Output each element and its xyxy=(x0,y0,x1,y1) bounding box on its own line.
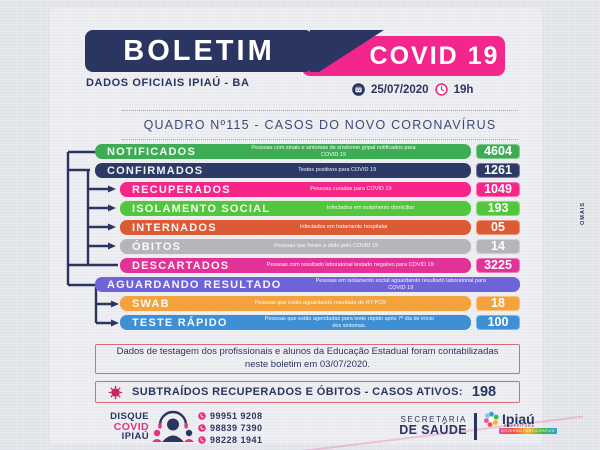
stat-description: Pessoas em isolamento social aguardando … xyxy=(315,277,486,291)
stat-label: TESTE RÁPIDO xyxy=(132,316,228,329)
stat-bar: TESTE RÁPIDO Pessoas que estão agendadas… xyxy=(120,315,471,330)
stat-value: 18 xyxy=(476,296,520,311)
city-tagline: GOVERNO PARTICIPATIVO xyxy=(501,429,555,433)
stat-value: 4604 xyxy=(476,144,520,159)
stat-bar: NOTIFICADOS Pessoas com sinais e sintoma… xyxy=(95,144,471,159)
stat-label: SWAB xyxy=(132,297,170,310)
stat-bar: INTERNADOS Infectados em tratamento hosp… xyxy=(120,220,471,235)
phone-number: 98839 7390 xyxy=(210,423,263,433)
bulletin-date: 25/07/2020 xyxy=(371,83,429,96)
stat-row: ÓBITOS Pessoas que foram a óbito pelo CO… xyxy=(120,239,520,254)
whatsapp-icon xyxy=(198,412,206,420)
calendar-icon xyxy=(352,83,365,96)
stat-row: CONFIRMADOS Testes positivos para COVID … xyxy=(95,163,520,178)
city-sub-label: PREFEITURA xyxy=(503,424,535,428)
stat-row: NOTIFICADOS Pessoas com sinais e sintoma… xyxy=(95,144,520,159)
stat-bar: DESCARTADOS Pessoas com resultado labora… xyxy=(120,258,471,273)
phone-row: 98839 7390 xyxy=(198,423,263,433)
city-logo: Ipiaú PREFEITURA GOVERNO PARTICIPATIVO xyxy=(483,411,557,434)
stat-description: Pessoas com sinais e sintomas de síndrom… xyxy=(251,144,416,158)
hotline-wordmark: DISQUE COVID IPIAÚ xyxy=(97,412,149,442)
stat-label: INTERNADOS xyxy=(132,221,217,234)
stat-value: 100 xyxy=(476,315,520,330)
secretaria-line1: SECRETARIA xyxy=(400,415,467,424)
stat-bar: ISOLAMENTO SOCIAL Infectados em isolamen… xyxy=(120,201,471,216)
stat-bar: CONFIRMADOS Testes positivos para COVID … xyxy=(95,163,471,178)
stat-bar: SWAB Pessoas que estão aguardando result… xyxy=(120,296,471,311)
bulletin-time: 19h xyxy=(453,83,474,96)
stat-description: Pessoas que foram a óbito pelo COVID 19 xyxy=(274,243,379,250)
phone-number: 98228 1941 xyxy=(210,435,263,445)
city-name: Ipiaú xyxy=(502,411,535,427)
page-title: BOLETIM xyxy=(123,34,275,67)
stat-bar: AGUARDANDO RESULTADO Pessoas em isolamen… xyxy=(95,277,520,292)
date-time-row: 25/07/2020 19h xyxy=(352,83,473,96)
stat-value: 3225 xyxy=(476,258,520,273)
stat-value: 1261 xyxy=(476,163,520,178)
stat-value: 193 xyxy=(476,201,520,216)
secretaria-wordmark: SECRETARIA DE SAÚDE xyxy=(393,415,467,438)
title-box: BOLETIM xyxy=(85,30,313,72)
stat-description: Infectados em tratamento hospitalar xyxy=(299,224,388,231)
city-tagline-bar: GOVERNO PARTICIPATIVO xyxy=(499,428,557,434)
footer-divider xyxy=(474,413,477,440)
stat-description: Testes positivos para COVID 19 xyxy=(298,167,377,174)
stat-row: AGUARDANDO RESULTADO Pessoas em isolamen… xyxy=(95,277,520,292)
quadro-title-bar: QUADRO Nº115 - CASOS DO NOVO CORONAVÍRUS xyxy=(122,110,518,140)
watermark-credit: OMAIS xyxy=(580,202,586,226)
stat-row: ISOLAMENTO SOCIAL Infectados em isolamen… xyxy=(120,201,520,216)
stat-description: Pessoas com resultado laboratorial testa… xyxy=(266,262,434,269)
stat-label: DESCARTADOS xyxy=(132,259,230,272)
virus-icon xyxy=(108,385,123,399)
stat-row: RECUPERADOS Pessoas curadas para COVID 1… xyxy=(120,182,520,197)
stat-value: 05 xyxy=(476,220,520,235)
active-cases-box: SUBTRAÍDOS RECUPERADOS E ÓBITOS - CASOS … xyxy=(95,381,520,403)
phone-row: 98228 1941 xyxy=(198,435,263,445)
stat-value: 1049 xyxy=(476,182,520,197)
whatsapp-icon xyxy=(198,436,206,444)
hotline-line3: IPIAÚ xyxy=(121,431,149,443)
stat-description: Infectados em isolamento domiciliar xyxy=(326,205,415,212)
stat-row: INTERNADOS Infectados em tratamento hosp… xyxy=(120,220,520,235)
stat-label: CONFIRMADOS xyxy=(107,164,204,177)
notice-box: Dados de testagem dos profissionais e al… xyxy=(95,344,520,374)
secretaria-line2: DE SAÚDE xyxy=(399,423,467,438)
stat-description: Pessoas que estão aguardando resultado d… xyxy=(254,300,387,307)
phone-list: 99951 9208 98839 7390 98228 1941 xyxy=(198,411,263,447)
page-subtitle: DADOS OFICIAIS IPIAÚ - BA xyxy=(86,77,250,89)
phone-number: 99951 9208 xyxy=(210,411,263,421)
stat-label: AGUARDANDO RESULTADO xyxy=(107,278,282,291)
hotline-line1: DISQUE xyxy=(110,411,149,422)
stat-label: RECUPERADOS xyxy=(132,183,231,196)
covid-badge-label: COVID 19 xyxy=(369,41,500,70)
stat-label: ÓBITOS xyxy=(132,240,182,253)
whatsapp-icon xyxy=(198,424,206,432)
notice-text: Dados de testagem dos profissionais e al… xyxy=(116,346,499,370)
stat-description: Pessoas que estão agendadas para teste r… xyxy=(264,315,434,329)
clock-icon xyxy=(434,83,448,96)
stat-bar: ÓBITOS Pessoas que foram a óbito pelo CO… xyxy=(120,239,471,254)
stat-label: ISOLAMENTO SOCIAL xyxy=(132,202,271,215)
call-center-operator-icon xyxy=(152,410,194,442)
active-cases-label: SUBTRAÍDOS RECUPERADOS E ÓBITOS - CASOS … xyxy=(132,386,463,398)
stat-value: 14 xyxy=(476,239,520,254)
stat-row: TESTE RÁPIDO Pessoas que estão agendadas… xyxy=(120,315,520,330)
quadro-title: QUADRO Nº115 - CASOS DO NOVO CORONAVÍRUS xyxy=(143,118,497,132)
pinwheel-icon xyxy=(484,411,499,427)
stat-row: SWAB Pessoas que estão aguardando result… xyxy=(120,296,520,311)
stat-row: DESCARTADOS Pessoas com resultado labora… xyxy=(120,258,520,273)
phone-row: 99951 9208 xyxy=(198,411,263,421)
active-cases-value: 198 xyxy=(471,384,497,400)
stat-bar: RECUPERADOS Pessoas curadas para COVID 1… xyxy=(120,182,471,197)
stat-label: NOTIFICADOS xyxy=(107,145,196,158)
stats-list: NOTIFICADOS Pessoas com sinais e sintoma… xyxy=(95,144,520,334)
stat-description: Pessoas curadas para COVID 19 xyxy=(310,186,392,193)
hotline-line2: COVID xyxy=(113,420,149,433)
